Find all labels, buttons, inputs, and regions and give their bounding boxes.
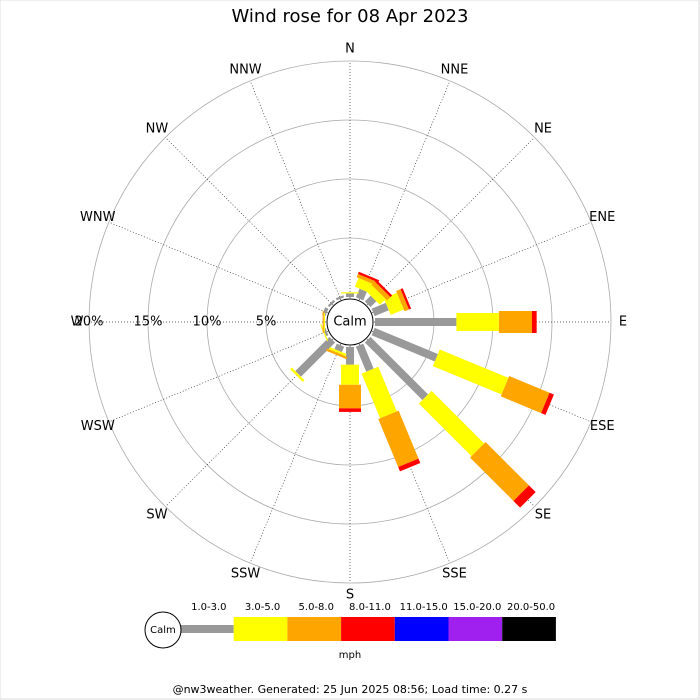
wind-bar	[339, 384, 361, 409]
wind-bar	[371, 302, 389, 317]
wind-bar	[396, 289, 409, 312]
legend-swatch	[341, 617, 395, 641]
calm-circle	[326, 298, 374, 346]
legend-label: 1.0-3.0	[191, 602, 226, 613]
wind-bar	[398, 458, 421, 472]
wind-bar	[327, 299, 336, 308]
legend-swatch	[180, 625, 234, 633]
direction-label: WNW	[80, 210, 116, 225]
wind-bar	[371, 327, 438, 362]
wind-bar	[346, 347, 354, 365]
direction-label: ENE	[589, 210, 615, 225]
legend-calm-circle	[144, 611, 182, 649]
wind-bar	[470, 442, 529, 501]
r-tick-label: 10%	[193, 315, 222, 330]
legend-swatch	[394, 617, 449, 641]
direction-label: E	[619, 315, 627, 330]
footer: @nw3weather. Generated: 25 Jun 2025 08:5…	[173, 683, 528, 696]
wind-bar	[357, 271, 380, 283]
wind-bar	[328, 347, 347, 357]
legend-label: 15.0-20.0	[453, 602, 501, 613]
wind-bar	[322, 311, 324, 333]
wind-bar	[400, 288, 412, 310]
wind-bar	[339, 408, 361, 412]
wind-bar	[320, 324, 329, 342]
wind-bar	[335, 295, 345, 301]
r-tick-label: 20%	[75, 315, 104, 330]
wind-bar	[334, 343, 345, 353]
wind-bar	[531, 311, 537, 333]
legend-label: 11.0-15.0	[400, 602, 448, 613]
direction-label: NW	[146, 121, 169, 136]
wind-bar	[498, 311, 532, 333]
wind-bar	[326, 348, 348, 360]
wind-bar	[355, 288, 367, 301]
legend-calm-label: Calm	[150, 625, 176, 636]
direction-label: NE	[534, 121, 552, 136]
wind-bar	[432, 349, 509, 395]
wind-bar	[371, 281, 391, 301]
wind-bar	[361, 366, 397, 419]
wind-bar	[356, 273, 379, 286]
wind-bar	[346, 293, 354, 297]
direction-label: WSW	[81, 419, 115, 434]
direction-label: ESE	[590, 419, 615, 434]
wind-bar	[374, 279, 393, 298]
direction-label: NNE	[441, 62, 469, 77]
direction-label: SE	[535, 508, 551, 523]
legend-label: 8.0-11.0	[349, 602, 391, 613]
direction-label: NNW	[229, 62, 261, 77]
wind-bar	[456, 313, 499, 331]
legend-swatch	[502, 617, 556, 641]
chart-title: Wind rose for 08 Apr 2023	[232, 6, 469, 27]
wind-bar	[341, 364, 359, 385]
r-tick-label: 5%	[256, 315, 277, 330]
wind-bar	[364, 336, 429, 401]
wind-bar	[541, 392, 554, 415]
wind-bar	[378, 410, 419, 468]
direction-label: S	[346, 588, 354, 603]
wind-bar	[367, 286, 386, 305]
wind-bar	[323, 313, 326, 331]
legend-swatch	[233, 617, 288, 641]
wind-bar	[355, 343, 374, 372]
direction-label: SSE	[442, 567, 467, 582]
wind-bar	[364, 295, 377, 308]
wind-bar	[290, 367, 305, 382]
wind-bar	[375, 318, 457, 326]
r-tick-label: 15%	[134, 315, 163, 330]
wind-bar	[500, 376, 550, 414]
legend-label: 3.0-5.0	[245, 602, 280, 613]
legend-unit: mph	[339, 650, 361, 661]
legend-swatch	[448, 617, 503, 641]
direction-label: SW	[146, 508, 167, 523]
wind-bar	[295, 336, 336, 377]
grid-ring	[88, 60, 612, 584]
direction-label: W	[71, 315, 84, 330]
legend-label: 20.0-50.0	[507, 602, 555, 613]
legend-swatch	[287, 617, 342, 641]
calm-label: Calm	[333, 315, 366, 330]
wind-bar	[418, 390, 485, 457]
wind-bar	[341, 292, 359, 294]
wind-bar	[513, 485, 536, 508]
direction-label: N	[345, 42, 355, 57]
direction-label: SSW	[231, 567, 261, 582]
legend-label: 5.0-8.0	[299, 602, 334, 613]
